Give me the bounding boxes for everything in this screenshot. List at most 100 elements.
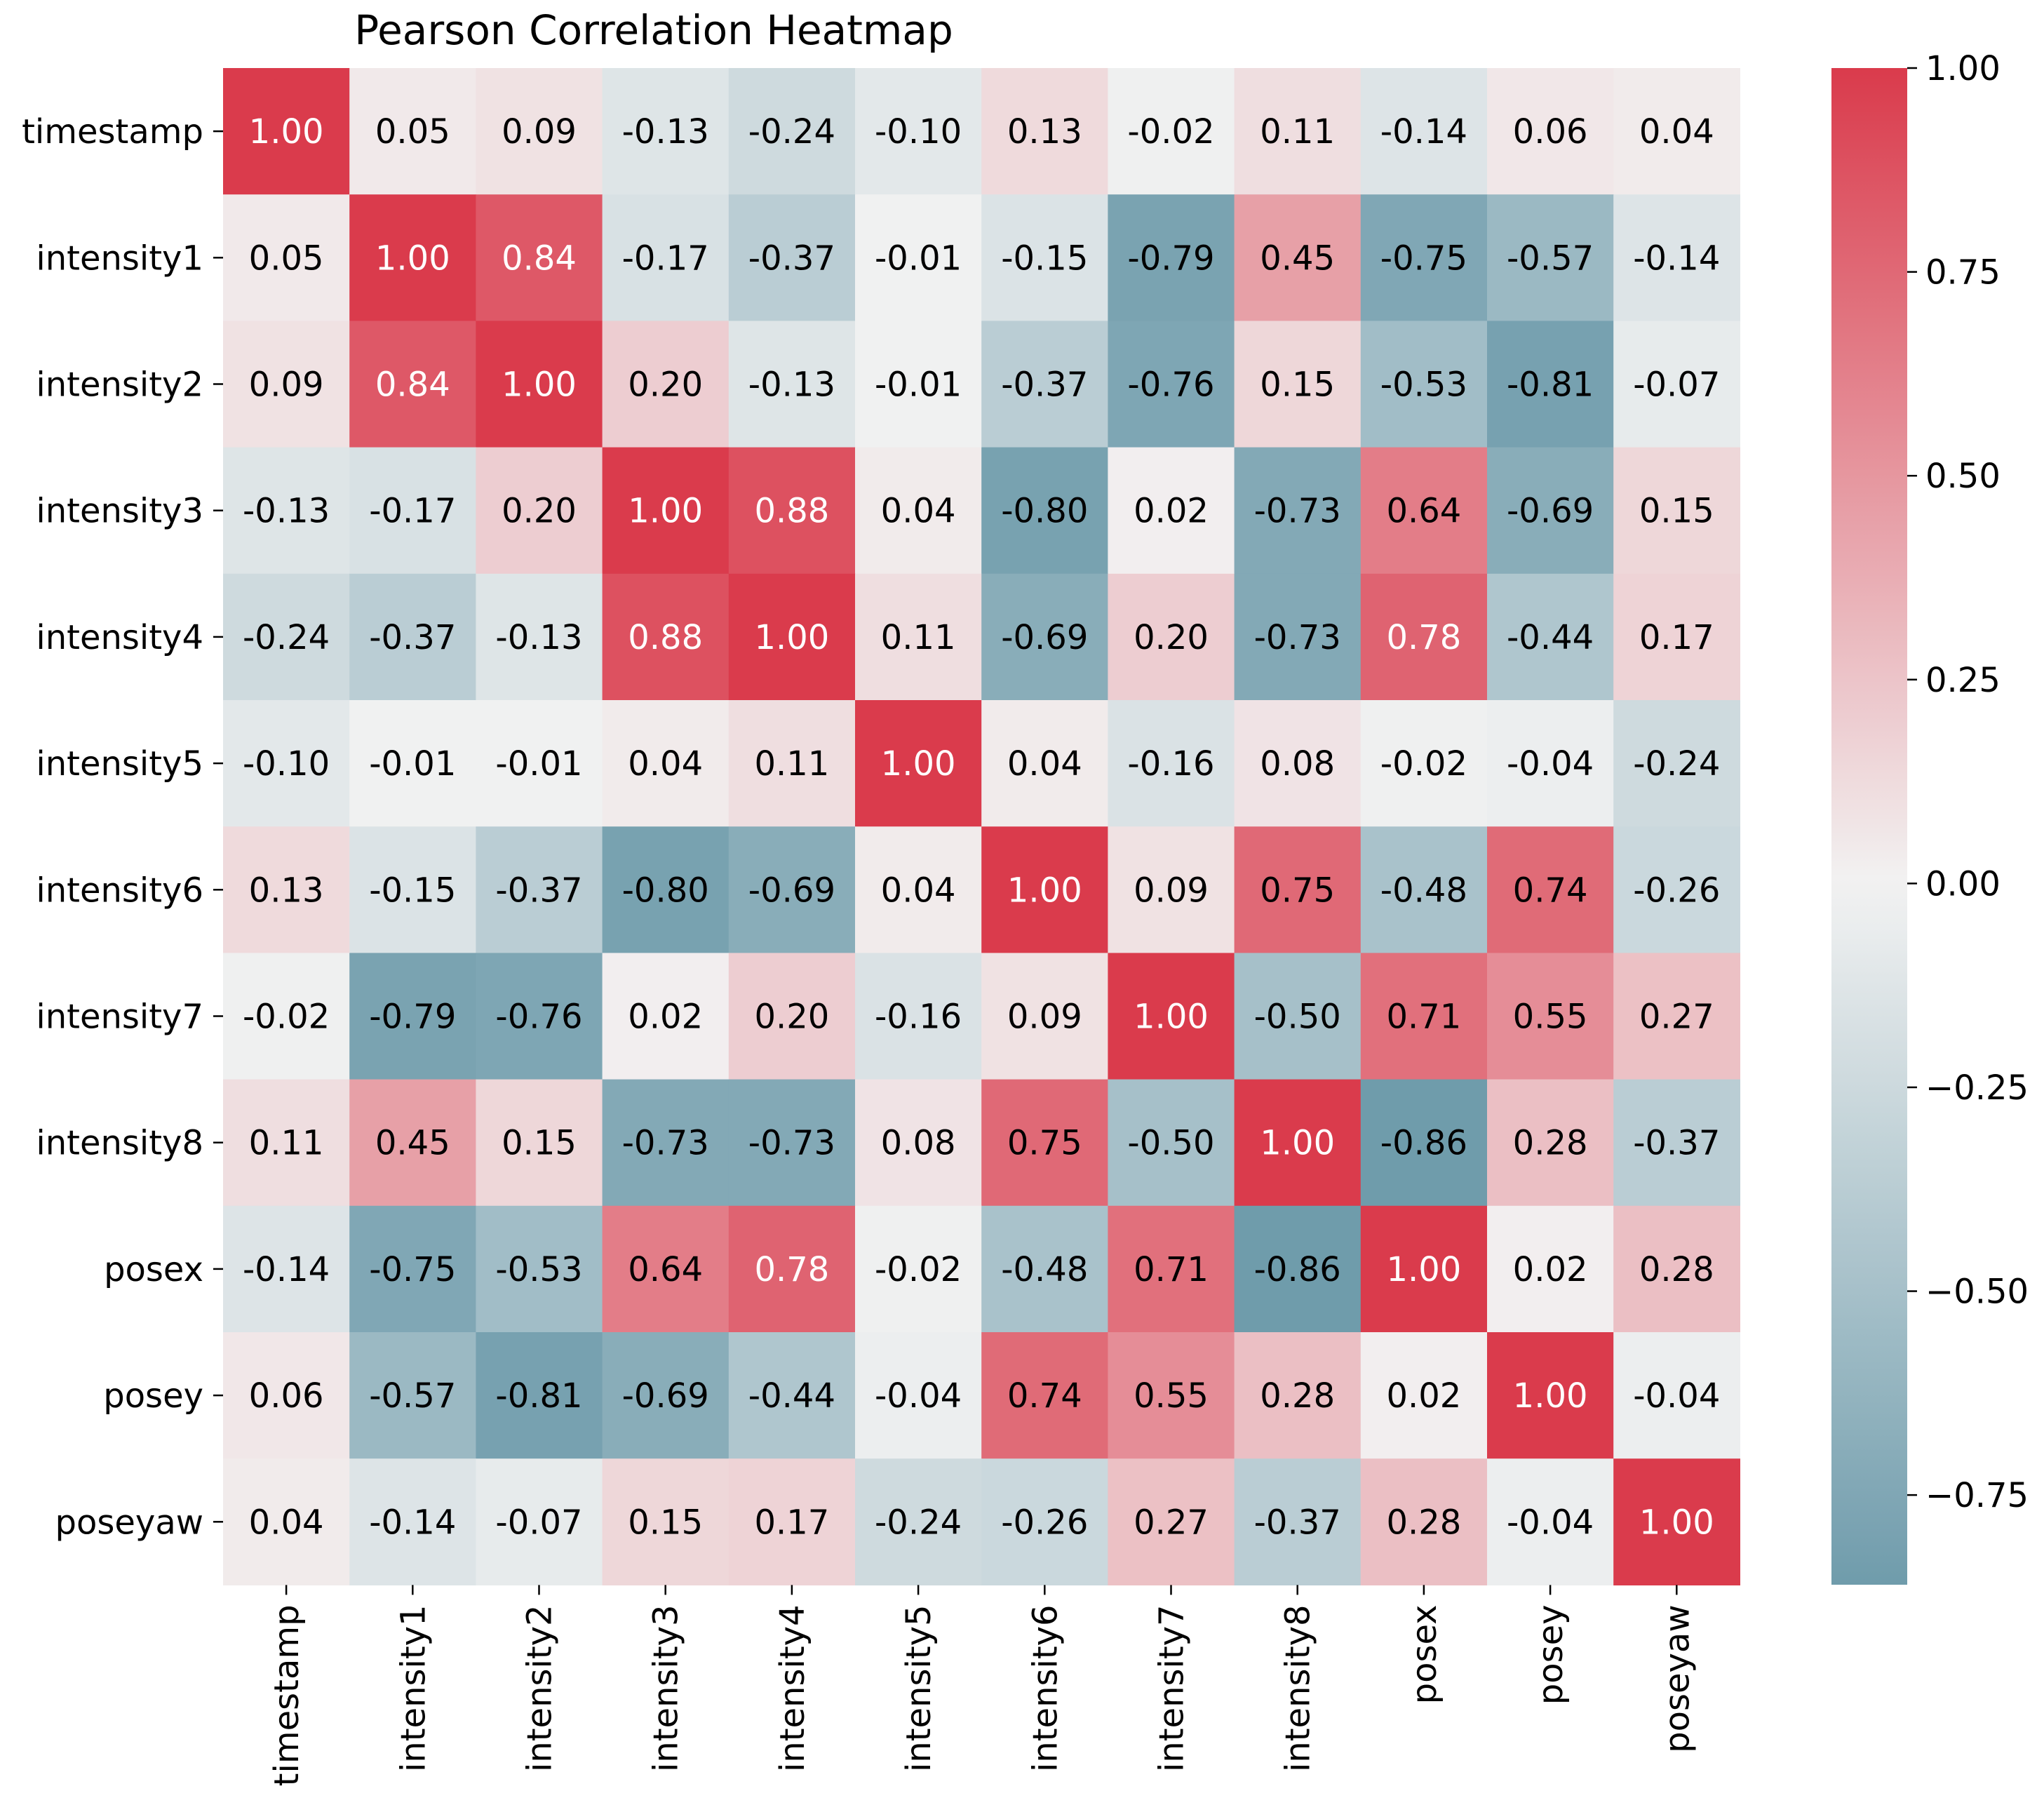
cell-value-label: -0.76: [495, 998, 582, 1037]
heatmap-cell: [223, 68, 350, 195]
cell-value-label: 1.00: [1134, 998, 1209, 1037]
cell-value-label: 0.55: [1513, 998, 1588, 1037]
cell-value-label: 0.88: [628, 618, 703, 657]
cell-value-label: -0.37: [1001, 365, 1088, 405]
column-labels: timestamp intensity1 intensity2 intensity3 i…: [267, 1585, 1697, 1786]
cell-value-label: 0.75: [1260, 871, 1335, 910]
heatmap-cell: [981, 1458, 1108, 1585]
heatmap-cell: [1360, 68, 1488, 195]
heatmap-cell-values: 1.00 0.05 0.09 -0.13 -0.24 -0.10 0.13 -0.02 0.11…: [243, 112, 1720, 1542]
heatmap-cell: [1360, 1079, 1488, 1207]
heatmap-cell: [1613, 953, 1740, 1080]
heatmap-cell: [855, 68, 982, 195]
heatmap-cell: [1613, 1205, 1740, 1333]
cell-value-label: 0.84: [375, 365, 450, 405]
heatmap-cell: [1487, 953, 1614, 1080]
colorbar-gradient: [1831, 68, 1907, 1585]
heatmap-cell: [1360, 573, 1488, 701]
heatmap-cell: [1234, 573, 1361, 701]
cell-value-label: 0.06: [1513, 112, 1588, 152]
heatmap-cell: [728, 1079, 856, 1207]
heatmap-cell: [1613, 573, 1740, 701]
cell-value-label: -0.24: [1633, 744, 1720, 784]
cell-value-label: 0.09: [1134, 871, 1209, 910]
column-label: timestamp: [267, 1604, 307, 1786]
cell-value-label: -0.15: [1001, 239, 1088, 278]
cell-value-label: -0.44: [1507, 618, 1594, 657]
heatmap-cell: [1108, 1205, 1235, 1333]
colorbar-tick-label: 1.00: [1925, 49, 2001, 88]
cell-value-label: 0.55: [1134, 1376, 1209, 1416]
heatmap-cell: [349, 1079, 476, 1207]
cell-value-label: -0.86: [1380, 1124, 1467, 1163]
heatmap-cell: [1487, 68, 1614, 195]
cell-value-label: -0.10: [243, 744, 330, 784]
cell-value-label: -0.86: [1254, 1250, 1341, 1289]
cell-value-label: -0.13: [622, 112, 709, 152]
cell-value-label: -0.24: [875, 1503, 962, 1542]
cell-value-label: 0.13: [249, 871, 324, 910]
column-label: posey: [1531, 1604, 1571, 1705]
cell-value-label: -0.14: [243, 1250, 330, 1289]
heatmap-cell: [1360, 194, 1488, 321]
cell-value-label: 0.15: [502, 1124, 577, 1163]
colorbar-tick-label: 0.75: [1925, 253, 2001, 293]
cell-value-label: 0.06: [249, 1376, 324, 1416]
heatmap-cell: [855, 1458, 982, 1585]
cell-value-label: -0.69: [748, 871, 835, 910]
heatmap-cell: [855, 826, 982, 953]
row-label: intensity6: [36, 871, 203, 910]
heatmap-cell: [1613, 700, 1740, 827]
heatmap-cell: [981, 321, 1108, 448]
cell-value-label: -0.14: [1633, 239, 1720, 278]
heatmap-cell: [223, 1332, 350, 1459]
cell-value-label: 1.00: [1513, 1376, 1588, 1416]
cell-value-label: -0.69: [1001, 618, 1088, 657]
heatmap-cell: [1234, 1205, 1361, 1333]
cell-value-label: -0.14: [369, 1503, 456, 1542]
heatmap-cell: [349, 953, 476, 1080]
heatmap-cell: [349, 321, 476, 448]
colorbar-tick-label: 0.00: [1925, 864, 2001, 904]
cell-value-label: -0.01: [369, 744, 456, 784]
cell-value-label: 0.71: [1134, 1250, 1209, 1289]
heatmap-cell: [981, 447, 1108, 575]
heatmap-cell: [223, 1458, 350, 1585]
colorbar: 1.00 0.75 0.50 0.25 0.00 −0.25 −0.50 −0.75: [1831, 49, 2029, 1585]
heatmap-cell: [855, 321, 982, 448]
cell-value-label: 0.64: [628, 1250, 703, 1289]
heatmap-cell: [981, 826, 1108, 953]
heatmap-cell: [1234, 447, 1361, 575]
colorbar-tick-label: −0.50: [1925, 1273, 2029, 1312]
heatmap-cell: [1234, 68, 1361, 195]
cell-value-label: 0.15: [1639, 492, 1714, 531]
row-label: poseyaw: [55, 1503, 203, 1542]
cell-value-label: -0.14: [1380, 112, 1467, 152]
cell-value-label: -0.04: [1507, 1503, 1594, 1542]
cell-value-label: 0.74: [1513, 871, 1588, 910]
heatmap-cell: [1234, 1079, 1361, 1207]
cell-value-label: 0.28: [1260, 1376, 1335, 1416]
heatmap-cell: [1108, 1458, 1235, 1585]
heatmap-cell: [1487, 1205, 1614, 1333]
heatmap-cell: [1108, 573, 1235, 701]
heatmap-cell: [476, 826, 603, 953]
cell-value-label: 0.04: [1639, 112, 1714, 152]
heatmap-cell: [728, 1205, 856, 1333]
heatmap-cell: [855, 1205, 982, 1333]
heatmap-cell: [1234, 953, 1361, 1080]
cell-value-label: -0.10: [875, 112, 962, 152]
heatmap-cell: [476, 573, 603, 701]
cell-value-label: -0.57: [369, 1376, 456, 1416]
heatmap-cell: [1487, 321, 1614, 448]
cell-value-label: -0.02: [1380, 744, 1467, 784]
heatmap-cell: [223, 953, 350, 1080]
heatmap-cell: [728, 68, 856, 195]
heatmap-cell: [602, 953, 729, 1080]
heatmap-cell: [1234, 700, 1361, 827]
heatmap-cell: [1487, 1458, 1614, 1585]
colorbar-tick-label: 0.50: [1925, 457, 2001, 496]
heatmap-cell: [728, 447, 856, 575]
column-label: poseyaw: [1658, 1604, 1697, 1752]
heatmap-cell: [223, 826, 350, 953]
